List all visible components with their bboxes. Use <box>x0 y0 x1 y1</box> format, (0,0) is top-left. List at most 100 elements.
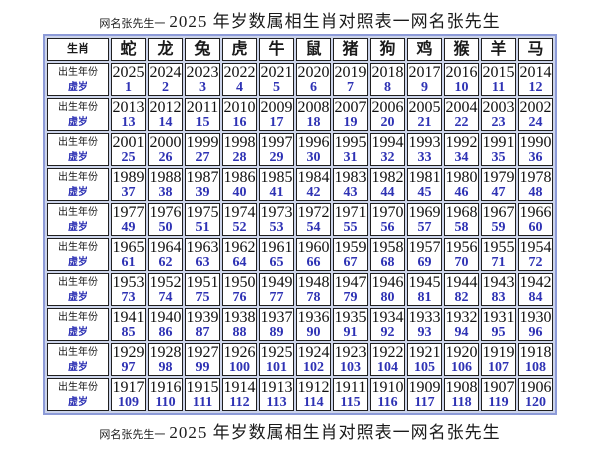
birth-year-value: 2012 <box>149 99 182 116</box>
birth-year-value: 1976 <box>149 204 182 221</box>
year-age-cell: 1963 63 <box>185 238 220 271</box>
nominal-age-value: 90 <box>306 325 321 340</box>
nominal-age-value: 89 <box>269 325 284 340</box>
year-age-cell: 1993 33 <box>407 133 442 166</box>
group-row-1: 出生年份 虚岁 2025 1 2024 2 2023 3 2022 4 2021 5 2020 6 2019… <box>47 63 553 96</box>
year-age-cell: 1919 107 <box>481 343 516 376</box>
nominal-age-value: 24 <box>528 115 543 130</box>
birth-year-value: 1952 <box>149 274 182 291</box>
year-age-cell: 1984 42 <box>296 168 331 201</box>
year-age-cell: 1941 85 <box>111 308 146 341</box>
nominal-age-label: 虚岁 <box>68 152 88 163</box>
birth-year-value: 2007 <box>334 99 367 116</box>
birth-year-value: 1986 <box>223 169 256 186</box>
birth-year-label: 出生年份 <box>58 347 98 358</box>
nominal-age-value: 114 <box>303 395 324 410</box>
nominal-age-value: 106 <box>451 360 472 375</box>
birth-year-value: 1918 <box>519 344 552 361</box>
nominal-age-value: 79 <box>343 290 358 305</box>
nominal-age-value: 35 <box>491 150 506 165</box>
nominal-age-value: 103 <box>340 360 361 375</box>
birth-year-value: 1911 <box>334 379 367 396</box>
birth-year-value: 1962 <box>223 239 256 256</box>
nominal-age-value: 71 <box>491 255 506 270</box>
year-age-cell: 1954 72 <box>518 238 553 271</box>
birth-year-value: 1941 <box>112 309 145 326</box>
birth-year-value: 2023 <box>186 64 219 81</box>
year-age-cell: 1910 116 <box>370 378 405 411</box>
year-age-cell: 2008 18 <box>296 98 331 131</box>
year-age-cell: 1995 31 <box>333 133 368 166</box>
nominal-age-value: 84 <box>528 290 543 305</box>
year-age-cell: 1997 29 <box>259 133 294 166</box>
birth-year-value: 1985 <box>260 169 293 186</box>
birth-year-value: 2024 <box>149 64 182 81</box>
nominal-age-value: 110 <box>155 395 176 410</box>
year-age-cell: 1968 58 <box>444 203 479 236</box>
nominal-age-value: 119 <box>488 395 509 410</box>
birth-year-value: 1969 <box>408 204 441 221</box>
birth-year-value: 1957 <box>408 239 441 256</box>
birth-year-value: 1963 <box>186 239 219 256</box>
birth-year-value: 1989 <box>112 169 145 186</box>
nominal-age-value: 26 <box>158 150 173 165</box>
nominal-age-value: 25 <box>121 150 136 165</box>
row-label-cell: 出生年份 虚岁 <box>47 238 109 271</box>
nominal-age-value: 19 <box>343 115 358 130</box>
nominal-age-value: 93 <box>417 325 432 340</box>
year-age-cell: 1986 40 <box>222 168 257 201</box>
nominal-age-value: 57 <box>417 220 432 235</box>
year-age-cell: 1988 38 <box>148 168 183 201</box>
year-age-cell: 1996 30 <box>296 133 331 166</box>
zodiac-6: 鼠 <box>296 38 331 61</box>
year-age-cell: 1980 46 <box>444 168 479 201</box>
year-age-cell: 2013 13 <box>111 98 146 131</box>
zodiac-3: 兔 <box>185 38 220 61</box>
year-age-cell: 1929 97 <box>111 343 146 376</box>
year-age-cell: 1936 90 <box>296 308 331 341</box>
nominal-age-value: 67 <box>343 255 358 270</box>
nominal-age-value: 112 <box>229 395 250 410</box>
year-age-cell: 1933 93 <box>407 308 442 341</box>
year-age-cell: 1916 110 <box>148 378 183 411</box>
row-label-cell: 出生年份 虚岁 <box>47 168 109 201</box>
birth-year-value: 1992 <box>445 134 478 151</box>
nominal-age-value: 115 <box>340 395 361 410</box>
birth-year-value: 1944 <box>445 274 478 291</box>
nominal-age-value: 88 <box>232 325 247 340</box>
birth-year-value: 1949 <box>260 274 293 291</box>
nominal-age-label: 虚岁 <box>68 397 88 408</box>
row-label-cell: 出生年份 虚岁 <box>47 98 109 131</box>
year-age-cell: 1994 32 <box>370 133 405 166</box>
nominal-age-value: 65 <box>269 255 284 270</box>
year-age-cell: 1946 80 <box>370 273 405 306</box>
birth-year-value: 1991 <box>482 134 515 151</box>
zodiac-4: 虎 <box>222 38 257 61</box>
birth-year-value: 1932 <box>445 309 478 326</box>
birth-year-value: 2019 <box>334 64 367 81</box>
nominal-age-value: 27 <box>195 150 210 165</box>
nominal-age-value: 92 <box>380 325 395 340</box>
nominal-age-value: 14 <box>158 115 173 130</box>
year-age-cell: 1932 94 <box>444 308 479 341</box>
year-age-cell: 1913 113 <box>259 378 294 411</box>
year-age-cell: 1938 88 <box>222 308 257 341</box>
birth-year-value: 1917 <box>112 379 145 396</box>
birth-year-value: 1965 <box>112 239 145 256</box>
nominal-age-value: 80 <box>380 290 395 305</box>
nominal-age-value: 16 <box>232 115 247 130</box>
birth-year-value: 2017 <box>408 64 441 81</box>
birth-year-value: 1937 <box>260 309 293 326</box>
year-age-cell: 1974 52 <box>222 203 257 236</box>
year-age-cell: 1909 117 <box>407 378 442 411</box>
year-age-cell: 1948 78 <box>296 273 331 306</box>
nominal-age-value: 91 <box>343 325 358 340</box>
birth-year-value: 1980 <box>445 169 478 186</box>
birth-year-value: 1975 <box>186 204 219 221</box>
nominal-age-value: 5 <box>273 80 280 95</box>
year-age-cell: 1966 60 <box>518 203 553 236</box>
nominal-age-value: 86 <box>158 325 173 340</box>
year-age-cell: 1945 81 <box>407 273 442 306</box>
nominal-age-value: 52 <box>232 220 247 235</box>
nominal-age-value: 97 <box>121 360 136 375</box>
